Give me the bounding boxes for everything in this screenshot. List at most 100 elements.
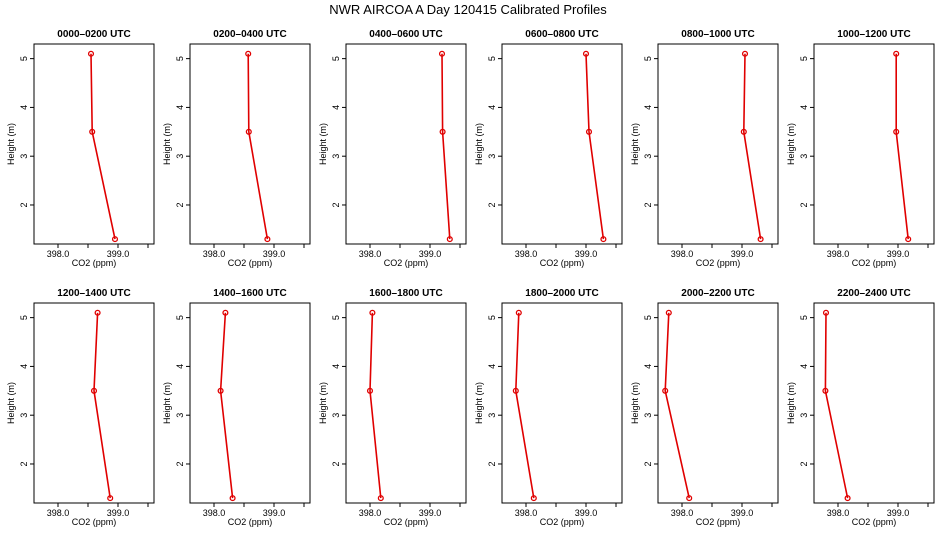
y-tick-label: 5 (799, 315, 809, 320)
x-tick-label: 399.0 (731, 508, 754, 518)
data-point (217, 387, 224, 394)
profile-line (824, 312, 849, 499)
y-tick-label: 5 (799, 56, 809, 61)
y-axis-label: Height (m) (162, 382, 172, 424)
y-tick-label: 4 (19, 364, 29, 369)
plot-frame (345, 302, 467, 504)
x-axis-label: CO2 (ppm) (696, 517, 741, 527)
y-tick-label: 5 (487, 56, 497, 61)
x-tick-label: 399.0 (419, 508, 442, 518)
x-axis-label: CO2 (ppm) (72, 258, 117, 268)
y-tick-label: 5 (175, 56, 185, 61)
y-axis-label: Height (m) (786, 382, 796, 424)
data-point (439, 128, 446, 135)
y-axis-label: Height (m) (6, 382, 16, 424)
y-axis-label: Height (m) (318, 123, 328, 165)
y-axis-label: Height (m) (630, 123, 640, 165)
y-tick-label: 4 (487, 364, 497, 369)
x-tick-label: 398.0 (827, 249, 850, 259)
data-point (893, 50, 900, 57)
y-tick-label: 4 (799, 105, 809, 110)
y-tick-label: 2 (19, 461, 29, 466)
profile-line (219, 312, 234, 499)
y-tick-label: 4 (19, 105, 29, 110)
profile-line (895, 53, 909, 240)
x-axis-label: CO2 (ppm) (228, 258, 273, 268)
y-tick-label: 4 (331, 105, 341, 110)
profile-panel: 2200–2400 UTC 398.0 399.0 2 3 4 5 CO2 (ppm) Heig… (786, 288, 935, 527)
y-tick-label: 4 (799, 364, 809, 369)
y-tick-label: 5 (643, 315, 653, 320)
data-point (264, 236, 271, 243)
y-tick-label: 5 (643, 56, 653, 61)
y-tick-label: 4 (175, 364, 185, 369)
data-point (822, 309, 830, 316)
x-tick-label: 399.0 (419, 249, 442, 259)
x-tick-label: 399.0 (575, 508, 598, 518)
data-point (585, 128, 593, 135)
panel-title: 1000–1200 UTC (837, 29, 910, 40)
profile-panel: 1600–1800 UTC 398.0 399.0 2 3 4 5 CO2 (ppm) Heig… (318, 288, 467, 527)
y-tick-label: 2 (331, 202, 341, 207)
profile-panel: 0400–0600 UTC 398.0 399.0 2 3 4 5 CO2 (ppm) Heig… (318, 29, 467, 268)
data-point (245, 50, 252, 57)
x-tick-label: 398.0 (47, 508, 70, 518)
profile-panel: 0000–0200 UTC 398.0 399.0 2 3 4 5 CO2 (ppm) Heig… (6, 29, 155, 268)
plot-frame (501, 302, 623, 504)
y-axis-label: Height (m) (474, 123, 484, 165)
profile-panel: 0200–0400 UTC 398.0 399.0 2 3 4 5 CO2 (ppm) Heig… (162, 29, 311, 268)
x-tick-label: 398.0 (515, 508, 538, 518)
y-tick-label: 5 (331, 56, 341, 61)
y-axis-label: Height (m) (786, 123, 796, 165)
data-point (844, 495, 851, 502)
data-point (369, 309, 376, 316)
panel-title: 0800–1000 UTC (681, 29, 754, 40)
plot-frame (189, 302, 311, 504)
panel-title: 1800–2000 UTC (525, 288, 598, 299)
y-tick-label: 3 (643, 413, 653, 418)
x-tick-label: 398.0 (515, 249, 538, 259)
data-point (757, 236, 764, 243)
profile-line (93, 312, 111, 499)
plot-frame (189, 43, 311, 245)
data-point (741, 50, 749, 57)
y-tick-label: 2 (19, 202, 29, 207)
data-point (377, 495, 384, 502)
y-tick-label: 3 (487, 413, 497, 418)
data-point (905, 236, 912, 243)
panel-title: 0200–0400 UTC (213, 29, 286, 40)
y-tick-label: 3 (175, 413, 185, 418)
plot-frame (813, 302, 935, 504)
y-tick-label: 3 (331, 413, 341, 418)
x-tick-label: 399.0 (887, 249, 910, 259)
y-tick-label: 2 (487, 461, 497, 466)
y-tick-label: 2 (799, 461, 809, 466)
profile-line (585, 53, 605, 240)
profile-panel: 1800–2000 UTC 398.0 399.0 2 3 4 5 CO2 (ppm) Heig… (474, 288, 623, 527)
data-point (665, 309, 672, 316)
data-point (94, 309, 101, 316)
profile-panel: 1400–1600 UTC 398.0 399.0 2 3 4 5 CO2 (ppm) Heig… (162, 288, 311, 527)
profile-line (742, 53, 762, 240)
data-point (686, 495, 693, 502)
y-tick-label: 3 (799, 413, 809, 418)
y-tick-label: 3 (175, 154, 185, 159)
data-point (530, 495, 537, 502)
data-point (366, 387, 374, 394)
panel-grid: 0000–0200 UTC 398.0 399.0 2 3 4 5 CO2 (ppm) Heig… (6, 29, 935, 527)
plot-frame (33, 43, 155, 245)
profile-line (664, 312, 690, 499)
y-tick-label: 5 (19, 315, 29, 320)
y-tick-label: 2 (643, 461, 653, 466)
y-tick-label: 4 (643, 105, 653, 110)
data-point (90, 387, 98, 394)
x-tick-label: 398.0 (827, 508, 850, 518)
x-tick-label: 398.0 (203, 249, 226, 259)
data-point (222, 309, 229, 316)
x-tick-label: 399.0 (107, 508, 130, 518)
data-point (111, 236, 119, 243)
panel-title: 2200–2400 UTC (837, 288, 910, 299)
profile-line (247, 53, 269, 240)
data-point (822, 387, 829, 394)
profile-panel: 0800–1000 UTC 398.0 399.0 2 3 4 5 CO2 (ppm) Heig… (630, 29, 779, 268)
